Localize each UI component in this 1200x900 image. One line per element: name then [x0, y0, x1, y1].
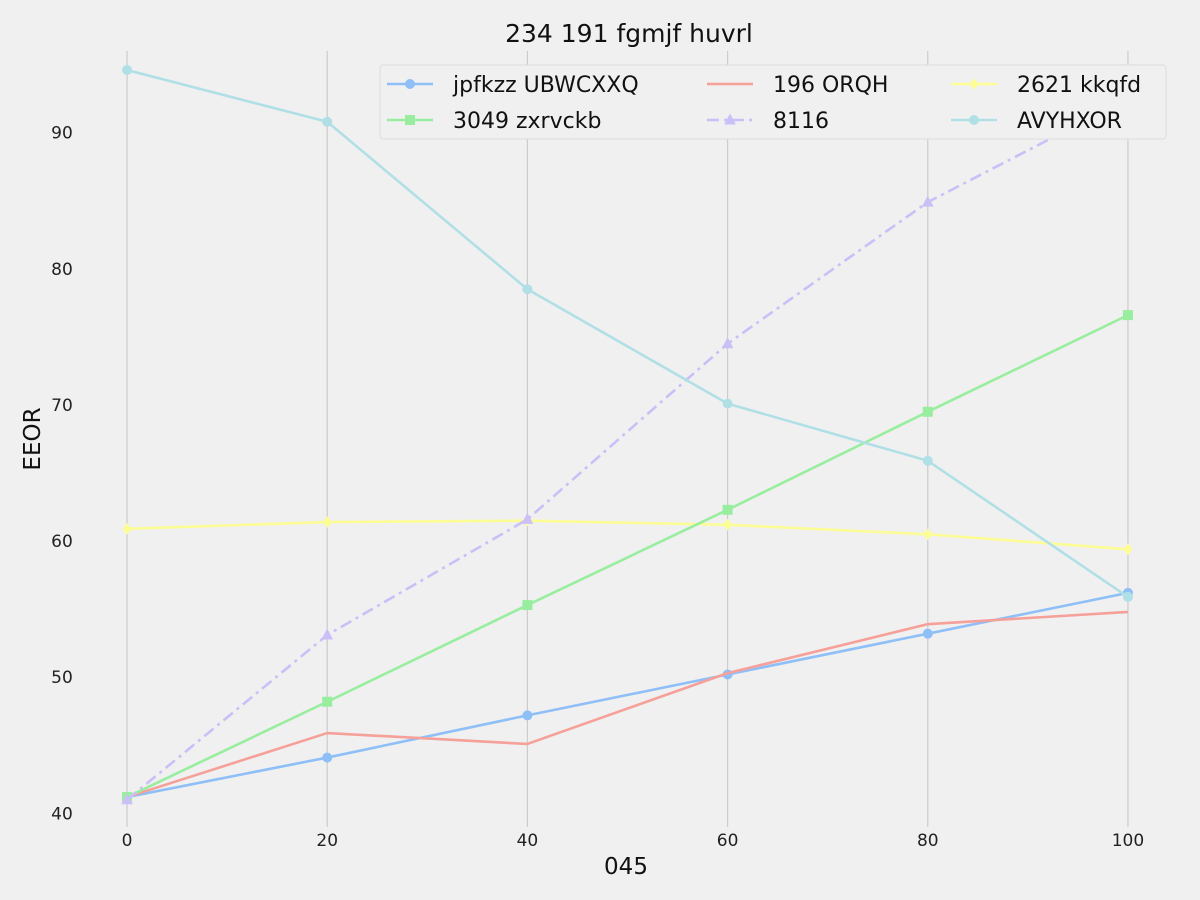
- x-tick-label: 80: [917, 831, 939, 851]
- y-tick-label: 70: [51, 396, 73, 416]
- legend-entry: 2621 kkqfd: [951, 73, 1141, 98]
- data-point: [1122, 591, 1133, 602]
- legend-entry: 3049 zxrvckb: [387, 109, 601, 134]
- legend-entry: AVYHXOR: [951, 109, 1122, 134]
- x-tick-label: 0: [122, 831, 133, 851]
- plot-frame: [77, 51, 1178, 827]
- data-point: [322, 116, 333, 127]
- data-point: [322, 516, 332, 528]
- data-point: [1122, 310, 1133, 321]
- y-tick-label: 90: [51, 124, 73, 144]
- legend-marker: [969, 78, 979, 90]
- data-point: [722, 398, 733, 409]
- x-tick-label: 60: [717, 831, 739, 851]
- legend-entry: 196 ORQH: [707, 73, 888, 98]
- data-point: [1123, 543, 1133, 556]
- y-tick-label: 50: [51, 668, 73, 688]
- data-point: [322, 752, 333, 763]
- data-point: [922, 406, 933, 417]
- x-axis-ticks: 0 20 40 60 80 100: [122, 831, 1145, 851]
- data-point: [522, 284, 533, 295]
- legend: jpfkzz UBWCXXQ 196 ORQH 2621 kkqfd 3049 zxr…: [379, 64, 1167, 140]
- series-5: [122, 65, 1133, 602]
- series-line: [126, 591, 1129, 799]
- y-tick-label: 40: [51, 804, 73, 824]
- series-layer: [121, 65, 1134, 805]
- data-point: [922, 628, 933, 639]
- legend-entry: jpfkzz UBWCXXQ: [387, 73, 639, 98]
- y-axis-label: EEOR: [20, 407, 46, 470]
- legend-label: 2621 kkqfd: [1017, 73, 1141, 98]
- data-point: [522, 710, 533, 721]
- data-point: [522, 600, 533, 611]
- y-tick-label: 80: [51, 260, 73, 280]
- legend-label: AVYHXOR: [1017, 109, 1122, 134]
- x-tick-label: 40: [517, 831, 539, 851]
- legend-label: 3049 zxrvckb: [453, 109, 601, 134]
- legend-marker: [969, 115, 979, 125]
- series-line: [126, 610, 1129, 799]
- series-2: [122, 514, 1133, 556]
- x-axis-label: 045: [604, 854, 648, 880]
- x-tick-label: 100: [1112, 831, 1144, 851]
- series-0: [122, 587, 1133, 803]
- x-tick-label: 20: [316, 831, 338, 851]
- data-point: [122, 65, 133, 76]
- data-point: [721, 337, 734, 349]
- legend-marker: [405, 79, 415, 89]
- data-point: [922, 455, 933, 466]
- y-axis-ticks: 40 50 60 70 80 90: [51, 124, 73, 825]
- legend-marker: [724, 113, 736, 125]
- series-line: [126, 313, 1129, 799]
- legend-label: 8116: [773, 109, 829, 134]
- chart-title: 234 191 fgmjf huvrl: [505, 19, 753, 48]
- y-tick-label: 60: [51, 532, 73, 552]
- data-point: [121, 793, 133, 805]
- series-line: [127, 519, 1129, 551]
- data-point: [521, 512, 534, 524]
- series-line: [126, 68, 1129, 598]
- legend-entry: 8116: [707, 109, 829, 134]
- legend-label: 196 ORQH: [773, 73, 888, 98]
- data-point: [122, 523, 132, 535]
- grid-lines: [126, 51, 1129, 827]
- data-point: [722, 504, 733, 515]
- data-point: [321, 628, 334, 640]
- data-point: [322, 696, 333, 707]
- plot-area: [77, 51, 1178, 827]
- series-1: [126, 610, 1129, 799]
- data-point: [722, 518, 733, 531]
- legend-marker: [405, 115, 415, 125]
- legend-label: jpfkzz UBWCXXQ: [452, 73, 639, 98]
- data-point: [923, 528, 933, 541]
- data-point: [921, 195, 934, 207]
